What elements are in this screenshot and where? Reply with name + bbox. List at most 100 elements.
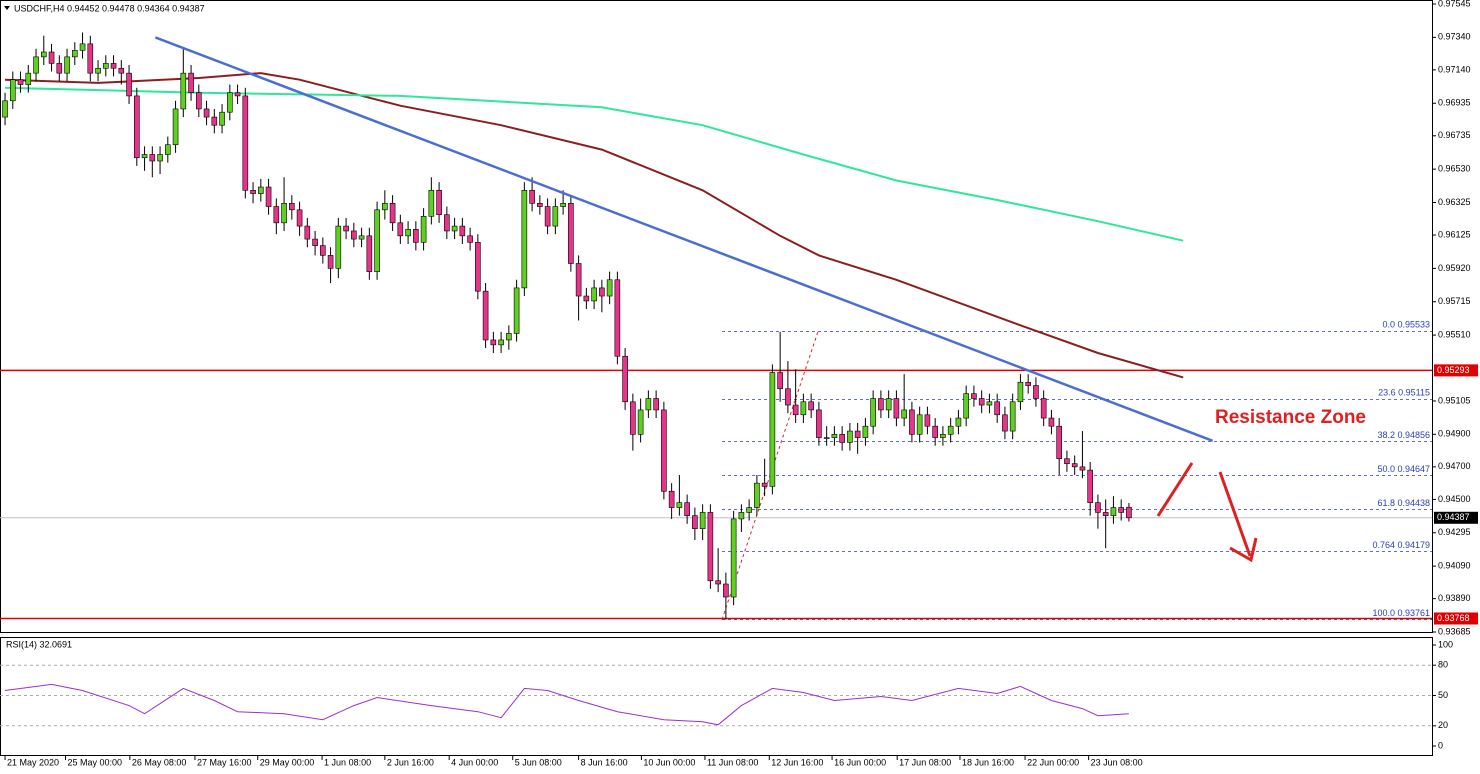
candle-body <box>893 398 900 419</box>
symbol-header: USDCHF,H4 0.94452 0.94478 0.94364 0.9438… <box>14 3 205 13</box>
annotation: Resistance Zone <box>1215 407 1366 428</box>
candle-body <box>335 225 342 269</box>
moving-average <box>4 86 1184 242</box>
candle-body <box>165 144 171 155</box>
candle-body <box>622 355 628 403</box>
candle-body <box>513 287 520 334</box>
x-tick-label: 12 Jun 16:00 <box>771 757 823 767</box>
candle-body <box>17 79 24 85</box>
candle-body <box>490 339 497 346</box>
x-tick-label: 4 Jun 00:00 <box>451 757 498 767</box>
rsi-title: RSI(14) 32.0691 <box>6 639 72 649</box>
candle-body <box>444 214 450 232</box>
candle-body <box>1017 381 1024 403</box>
candle-body <box>71 50 78 58</box>
candle-body <box>475 242 481 292</box>
candle-body <box>1095 502 1101 513</box>
candle-body <box>382 203 388 211</box>
candle-body <box>428 189 435 217</box>
candle-body <box>986 401 993 406</box>
candle-body <box>777 372 783 390</box>
candle-body <box>521 189 528 289</box>
candle-body <box>358 235 365 240</box>
y-tick-label: 0.93890 <box>1438 593 1471 603</box>
candle-body <box>467 235 473 243</box>
candle-body <box>1048 417 1055 427</box>
y-tick-label: 0.96735 <box>1438 130 1471 140</box>
candle-body <box>413 229 419 243</box>
x-tick-label: 1 Jun 08:00 <box>324 757 371 767</box>
y-tick-label: 0.95715 <box>1438 296 1471 306</box>
candle-body <box>389 203 396 224</box>
candle-body <box>320 245 326 256</box>
y-tick-label: 0.94900 <box>1438 429 1471 439</box>
candle-body <box>637 409 644 435</box>
candle-body <box>831 434 838 438</box>
candle-body <box>1033 385 1039 399</box>
candle-body <box>785 388 791 406</box>
moving-average <box>4 72 1184 379</box>
candle-body <box>451 225 458 232</box>
candle-body <box>281 203 287 224</box>
candle-body <box>738 512 745 520</box>
rsi-line <box>4 683 1129 726</box>
candle-body <box>885 398 892 411</box>
candle-body <box>583 295 590 302</box>
rsi-tick-label: 80 <box>1438 660 1448 670</box>
candle-body <box>715 580 721 585</box>
candle-body <box>537 203 543 207</box>
y-tick-label: 0.96325 <box>1438 197 1471 207</box>
main-pane <box>0 0 1433 633</box>
candle-body <box>1040 398 1047 419</box>
y-tick-label: 0.95920 <box>1438 263 1471 273</box>
candle-body <box>219 111 225 126</box>
candle-body <box>568 203 574 264</box>
candle-body <box>808 401 814 411</box>
candle-body <box>180 72 187 110</box>
fib-label: 0.0 0.95533 <box>1382 320 1430 330</box>
candle-body <box>630 401 636 435</box>
candle-body <box>699 512 706 529</box>
candle-body <box>250 189 256 194</box>
y-tick-label: 0.95510 <box>1438 329 1471 339</box>
candle-body <box>289 203 295 211</box>
y-tick-label: 0.96125 <box>1438 229 1471 239</box>
candle-body <box>118 67 125 74</box>
candle-body <box>2 100 8 118</box>
candle-body <box>1009 401 1016 432</box>
candle-body <box>258 186 264 194</box>
trendline <box>154 36 1214 442</box>
candle-body <box>591 287 597 302</box>
candle-body <box>420 216 427 243</box>
candle-body <box>482 290 489 341</box>
candle-body <box>529 189 535 204</box>
candle-body <box>668 490 675 508</box>
candle-body <box>103 63 109 69</box>
y-tick-label: 0.94500 <box>1438 494 1471 504</box>
candle-body <box>552 206 559 227</box>
x-tick-label: 25 May 00:00 <box>67 757 122 767</box>
candle-body <box>211 116 218 126</box>
candle-body <box>227 92 233 113</box>
candle-body <box>126 72 132 97</box>
candle-body <box>188 72 194 93</box>
candle-body <box>792 404 799 416</box>
candle-body <box>327 255 334 269</box>
candle-body <box>172 108 179 146</box>
candle-body <box>234 92 241 97</box>
candle-body <box>40 51 47 58</box>
candle-body <box>9 79 16 102</box>
candle-body <box>909 409 915 435</box>
candle-body <box>304 225 311 240</box>
candle-body <box>916 414 923 435</box>
rsi-tick-label: 50 <box>1438 690 1448 700</box>
fib-label: 38.2 0.94856 <box>1377 430 1430 440</box>
fib-label: 100.0 0.93761 <box>1372 608 1430 618</box>
candle-body <box>1071 463 1078 468</box>
arrow-down <box>1218 471 1252 557</box>
candle-body <box>1110 507 1117 516</box>
candle-body <box>606 279 613 297</box>
candle-body <box>599 287 605 297</box>
candle-body <box>769 372 776 487</box>
candle-body <box>878 398 884 411</box>
